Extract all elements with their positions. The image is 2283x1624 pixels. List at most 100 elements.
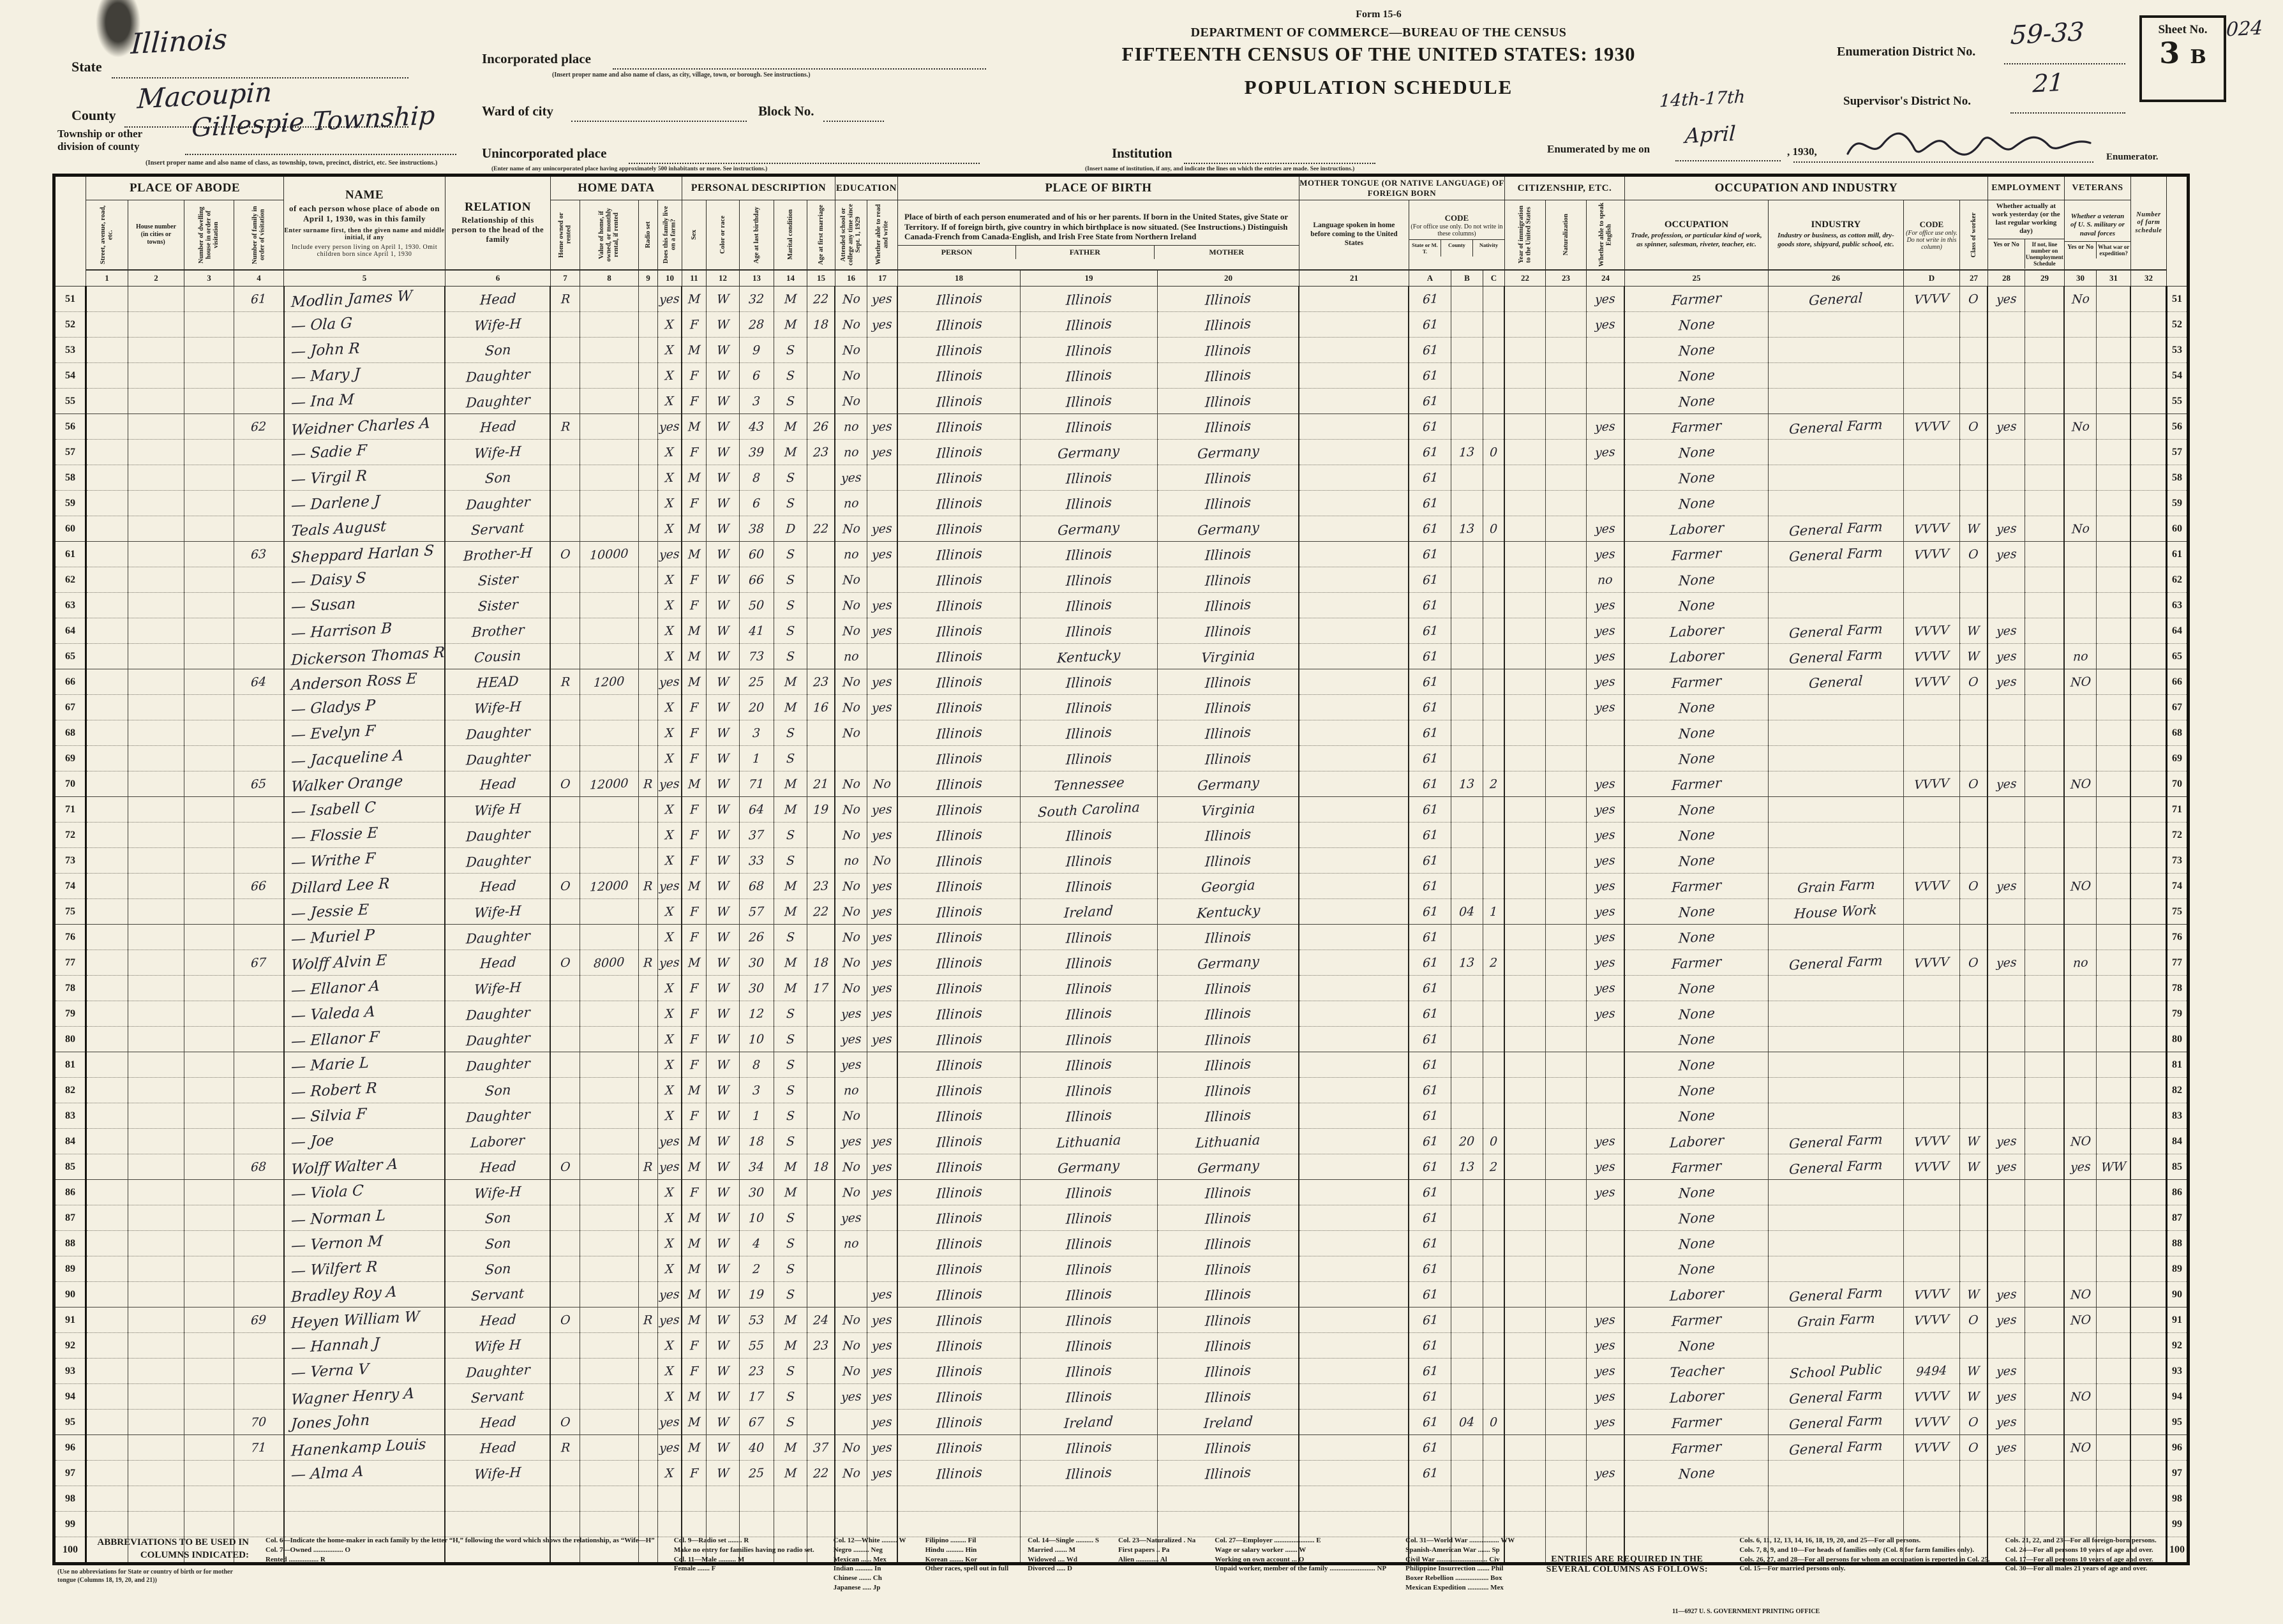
cell-own (550, 694, 580, 720)
cell-own (550, 1281, 580, 1307)
cell-dwell (184, 388, 234, 414)
cell-rad (638, 567, 658, 593)
cell-bf: Illinois (1019, 567, 1158, 593)
cell-house (128, 1358, 184, 1384)
cell-mar: S (773, 337, 807, 363)
cell-own (550, 618, 580, 644)
cell-bf: Illinois (1019, 1001, 1158, 1027)
cell-rw: yes (866, 822, 898, 848)
cell-cB (1450, 1434, 1483, 1461)
cell-c23 (1545, 694, 1587, 720)
cell-own (550, 796, 580, 823)
cell-c24: yes (1585, 694, 1625, 720)
cell-c28 (1987, 1256, 2025, 1282)
cell-rw: yes (866, 1128, 898, 1154)
cell-rel (444, 1537, 551, 1564)
cell-bf: Illinois (1019, 1383, 1158, 1410)
cell-cC (1482, 1358, 1505, 1384)
cell-farm (657, 1537, 682, 1564)
cell-cC (1482, 541, 1505, 567)
col-occupation: OCCUPATION Trade, profession, or particu… (1624, 200, 1769, 271)
cell-street (85, 643, 128, 669)
cell-sex: M (681, 413, 707, 440)
enumerated-label: Enumerated by me on (1547, 143, 1650, 155)
cell-bm: Illinois (1156, 618, 1299, 644)
footer-note-column: Col. 27—Employer .......................… (1215, 1537, 1387, 1573)
cell-cD (1903, 439, 1960, 465)
cell-ind (1767, 1179, 1904, 1205)
cell-rel: Wife-H (444, 975, 551, 1001)
cell-c29 (2024, 1434, 2065, 1461)
cell-col: W (705, 1205, 740, 1231)
cell-cC (1482, 413, 1505, 440)
cell-occ: None (1624, 362, 1769, 389)
cell-c22 (1504, 618, 1546, 644)
cell-rel: Wife H (444, 1332, 551, 1359)
cell-name: Modlin James W (283, 286, 445, 312)
cell-c28: yes (1987, 1281, 2025, 1307)
cell-c24: yes (1585, 796, 1625, 823)
cell-agm (806, 1230, 835, 1256)
cell-bf: Illinois (1019, 1230, 1158, 1256)
cell-bf: Illinois (1019, 1052, 1158, 1078)
cell-own (550, 516, 580, 542)
cell-col: W (705, 1052, 740, 1078)
cell-fam (234, 1026, 284, 1052)
cell-bf: Illinois (1019, 311, 1158, 338)
cell-rw: yes (866, 1154, 898, 1180)
cell-c28 (1987, 465, 2025, 491)
cell-house (128, 898, 184, 925)
cell-mar: M (773, 439, 807, 465)
cell-house (128, 1537, 184, 1564)
cell-occ: None (1624, 847, 1769, 874)
cell-c24: yes (1585, 286, 1625, 312)
cell-age (738, 1486, 774, 1512)
cell-c31 (2095, 439, 2131, 465)
cell-cB (1450, 847, 1483, 874)
cell-c23 (1545, 1205, 1587, 1231)
cell-agm (806, 847, 835, 874)
cell-street (85, 439, 128, 465)
cell-c30 (2063, 490, 2097, 516)
cell-ind: General Farm (1767, 618, 1904, 644)
cell-name: — Valeda A (283, 1001, 445, 1027)
cell-dwell (184, 465, 234, 491)
cell-bp: Illinois (897, 975, 1021, 1001)
cell-dwell (184, 720, 234, 746)
cell-mar: M (773, 1332, 807, 1359)
cell-sex: F (681, 847, 707, 874)
cell-cC (1482, 694, 1505, 720)
cell-sex: M (681, 618, 707, 644)
cell-c24: yes (1585, 975, 1625, 1001)
cell-cB (1450, 618, 1483, 644)
cell-sch (834, 1409, 867, 1435)
table-row: 68— Evelyn F Daughter X F W 3 S No Illinois Illin… (54, 720, 2189, 746)
cell-cD (1903, 1511, 1960, 1537)
entries-columns: Cols. 6, 11, 12, 13, 14, 16, 18, 19, 20,… (1739, 1537, 2156, 1574)
cell-cA: 61 (1408, 796, 1451, 823)
cell-rel: Daughter (444, 720, 551, 746)
cell-sch (834, 1486, 867, 1512)
cell-c32 (2130, 1179, 2167, 1205)
cell-bf: Germany (1019, 1154, 1158, 1180)
cell-cC (1482, 388, 1505, 414)
cell-c29 (2024, 975, 2065, 1001)
veterans-description-cell: Whether a veteran of U. S. military or n… (2063, 200, 2131, 271)
cell-dwell (184, 439, 234, 465)
line-number: 65 (54, 643, 86, 669)
cell-dwell (184, 873, 234, 899)
cell-val (579, 847, 639, 874)
line-number: 66 (54, 669, 86, 695)
cell-c28 (1987, 1103, 2025, 1129)
cell-dwell (184, 950, 234, 976)
cell-name: — Susan (283, 592, 445, 618)
cell-col: W (705, 950, 740, 976)
cell-cD (1903, 975, 1960, 1001)
cell-street (85, 541, 128, 567)
cell-c30 (2063, 618, 2097, 644)
cell-sex: M (681, 643, 707, 669)
cell-street (85, 1307, 128, 1333)
cell-c31 (2095, 898, 2131, 925)
